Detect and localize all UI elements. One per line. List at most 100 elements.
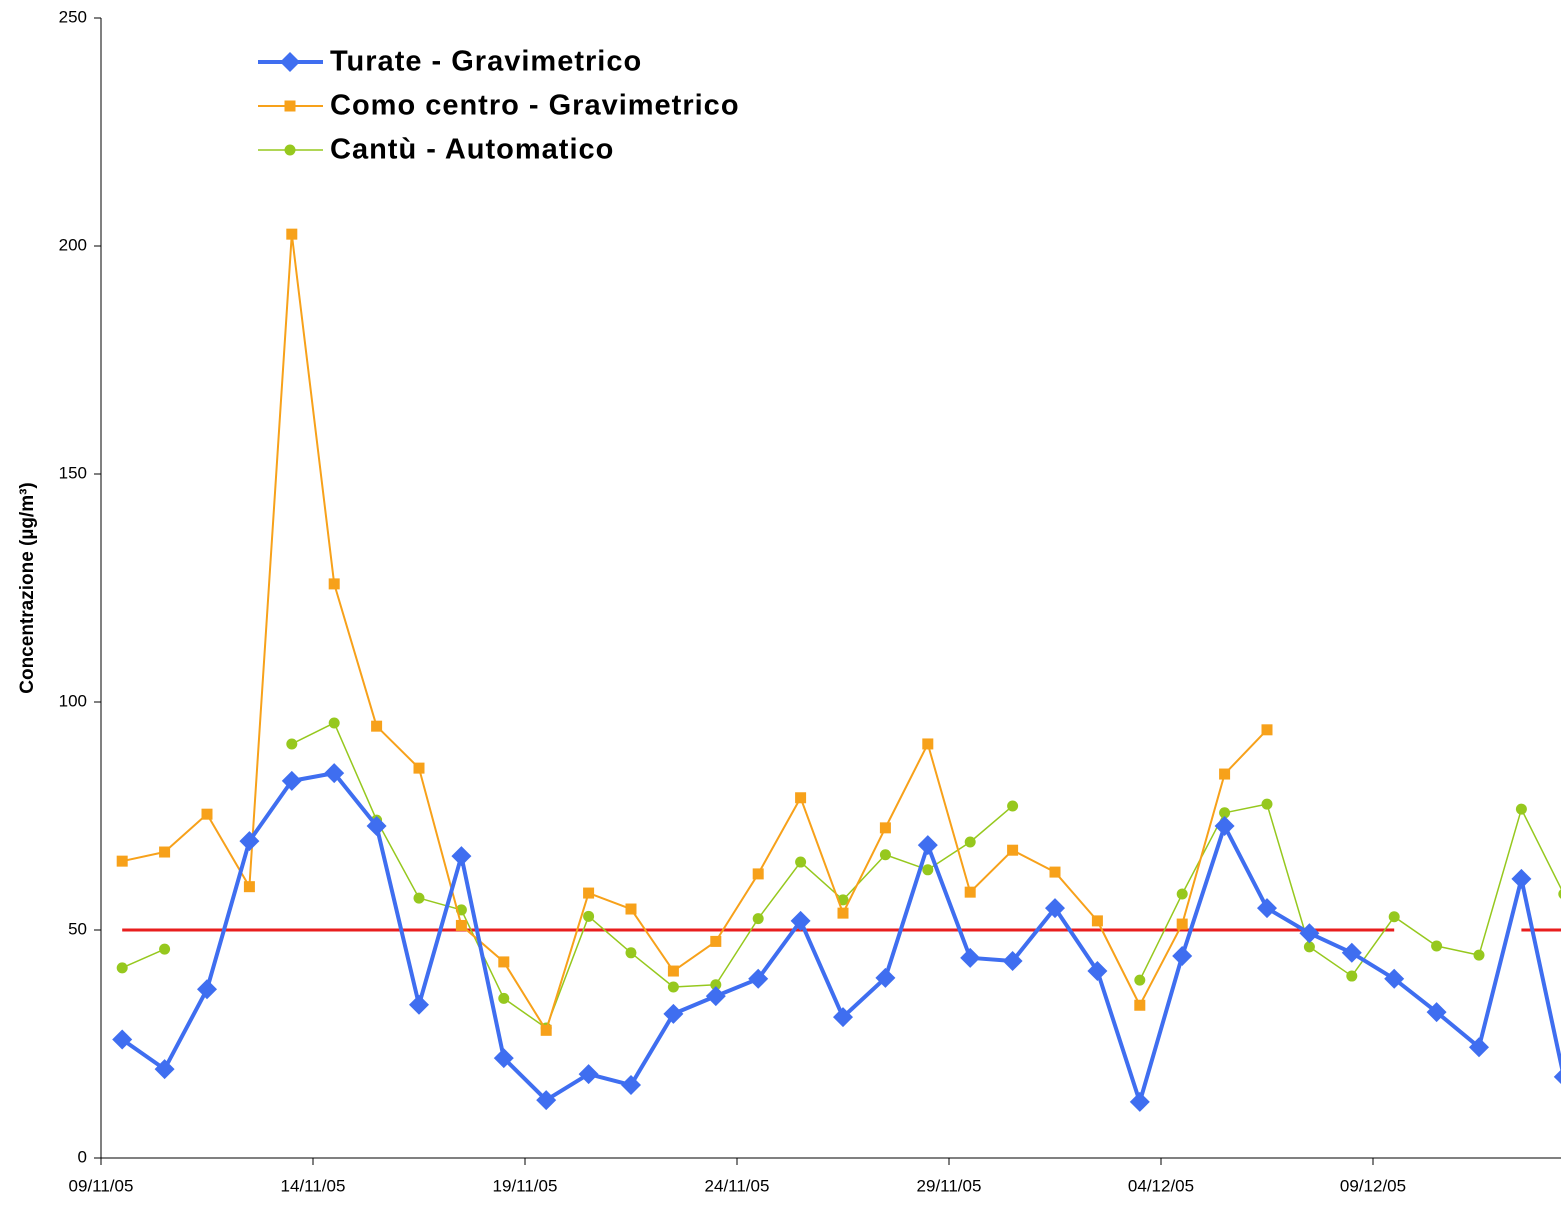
point [710, 979, 722, 991]
point [879, 849, 891, 861]
point [1388, 911, 1400, 923]
point [116, 855, 128, 867]
legend-marker [280, 52, 300, 72]
point [1384, 968, 1405, 989]
x-tick-label: 19/11/05 [493, 1176, 558, 1195]
point [795, 856, 807, 868]
point [1553, 1069, 1561, 1085]
point [413, 762, 425, 774]
point [1469, 1037, 1489, 1058]
point [112, 1029, 133, 1050]
point [795, 792, 807, 804]
point [621, 1075, 641, 1096]
point [1261, 724, 1273, 736]
point [625, 903, 637, 915]
legend-marker [284, 144, 296, 156]
point [922, 738, 934, 750]
point [1426, 1002, 1447, 1023]
series-line [121, 771, 1561, 1104]
x-tick-label: 14/11/05 [281, 1176, 346, 1195]
point [1473, 949, 1485, 961]
y-tick-label: 100 [59, 691, 87, 710]
point [1172, 945, 1193, 966]
point [625, 947, 637, 959]
point [1134, 974, 1146, 986]
point [752, 913, 764, 925]
point [578, 1064, 599, 1085]
point [964, 836, 976, 848]
point [116, 962, 128, 974]
series-line [121, 233, 1268, 1032]
x-tick-label: 29/11/05 [917, 1176, 982, 1195]
point [1049, 866, 1061, 878]
point [960, 947, 981, 968]
point [1091, 915, 1103, 927]
point [371, 720, 383, 732]
point [1558, 889, 1561, 899]
point [1007, 800, 1019, 812]
point [498, 992, 510, 1004]
point [451, 846, 472, 867]
y-tick-label: 250 [59, 7, 87, 26]
point [583, 887, 595, 899]
point [1129, 1091, 1150, 1112]
y-axis-title: Concentrazione (µg/m³) [17, 482, 38, 694]
point [790, 910, 811, 931]
point [1214, 816, 1235, 837]
point [243, 881, 255, 893]
point [837, 907, 849, 919]
point [1341, 942, 1362, 963]
point [748, 968, 769, 989]
point [201, 808, 213, 820]
x-tick-label: 24/11/05 [705, 1176, 770, 1195]
point [1045, 898, 1065, 919]
point [667, 965, 679, 977]
point [286, 228, 298, 240]
point [1219, 768, 1231, 780]
point [752, 868, 764, 880]
point [1134, 999, 1146, 1011]
point [328, 578, 340, 590]
point [667, 981, 679, 993]
point [1511, 868, 1532, 889]
point [1299, 923, 1320, 944]
point [413, 892, 425, 904]
y-tick-label: 150 [59, 463, 87, 482]
point [159, 943, 171, 955]
point [1431, 940, 1443, 952]
point [159, 846, 171, 858]
point [154, 1059, 175, 1080]
point [409, 994, 429, 1015]
point [1176, 888, 1188, 900]
y-tick-label: 200 [59, 235, 87, 254]
point [197, 979, 217, 1000]
point [328, 717, 340, 729]
point [922, 864, 934, 876]
point [1515, 803, 1527, 815]
point [1007, 844, 1019, 856]
legend-marker [284, 100, 296, 112]
y-tick-label: 50 [68, 919, 87, 938]
point [286, 738, 298, 750]
point [875, 967, 896, 988]
point [455, 919, 467, 931]
point [366, 816, 387, 837]
point [540, 1024, 552, 1036]
point [1176, 918, 1188, 930]
legend-item: Turate - Gravimetrico [258, 46, 641, 78]
point [1303, 941, 1315, 953]
point [1261, 798, 1273, 810]
point [324, 763, 345, 784]
point [239, 831, 260, 852]
point [493, 1048, 514, 1069]
legend-item: Como centro - Gravimetrico [258, 90, 739, 122]
point [964, 886, 976, 898]
x-tick-label: 09/12/05 [1340, 1176, 1406, 1195]
legend-item: Cantù - Automatico [258, 134, 613, 166]
x-tick-label: 09/11/05 [69, 1176, 134, 1195]
point [833, 1007, 853, 1028]
point [1087, 961, 1108, 982]
point [879, 822, 891, 834]
